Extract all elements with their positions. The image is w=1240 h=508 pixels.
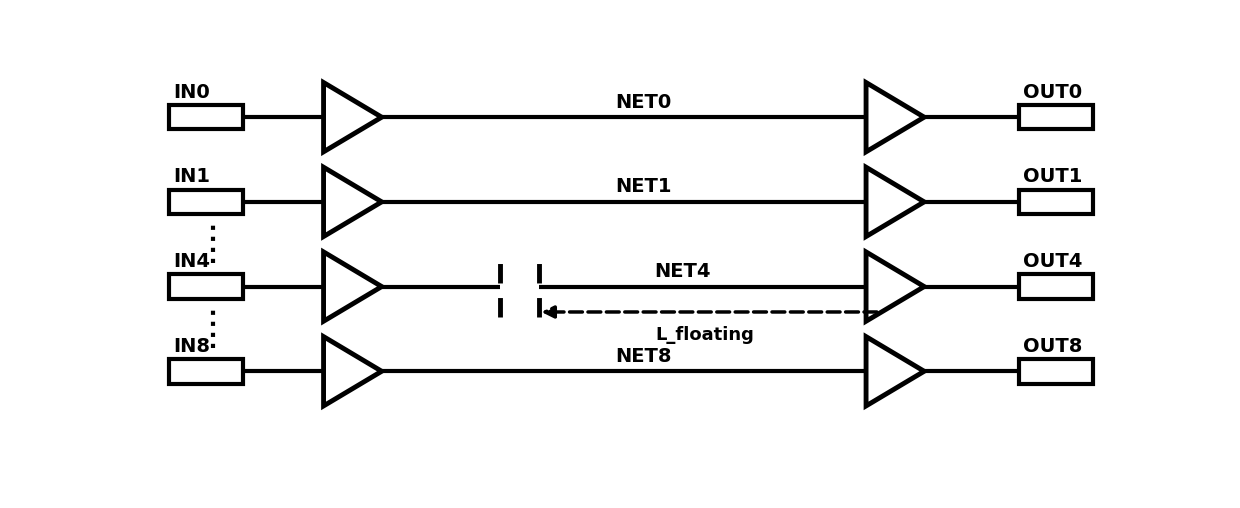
Text: NET8: NET8 (615, 347, 672, 366)
Text: NET0: NET0 (615, 93, 671, 112)
Bar (169, 189, 243, 214)
Text: IN1: IN1 (172, 168, 210, 186)
Text: NET1: NET1 (615, 177, 672, 197)
Bar (1019, 359, 1092, 384)
Text: IN4: IN4 (172, 252, 210, 271)
Text: OUT0: OUT0 (1023, 83, 1083, 102)
Bar (1019, 105, 1092, 130)
Text: IN0: IN0 (172, 83, 210, 102)
Text: OUT1: OUT1 (1023, 168, 1083, 186)
Text: L_floating: L_floating (656, 326, 755, 344)
Text: NET4: NET4 (653, 262, 711, 281)
Text: OUT8: OUT8 (1023, 337, 1083, 356)
Bar (1019, 189, 1092, 214)
Text: IN8: IN8 (172, 337, 210, 356)
Bar (1019, 274, 1092, 299)
Bar (169, 105, 243, 130)
Bar (169, 359, 243, 384)
Text: OUT4: OUT4 (1023, 252, 1083, 271)
Bar (169, 274, 243, 299)
